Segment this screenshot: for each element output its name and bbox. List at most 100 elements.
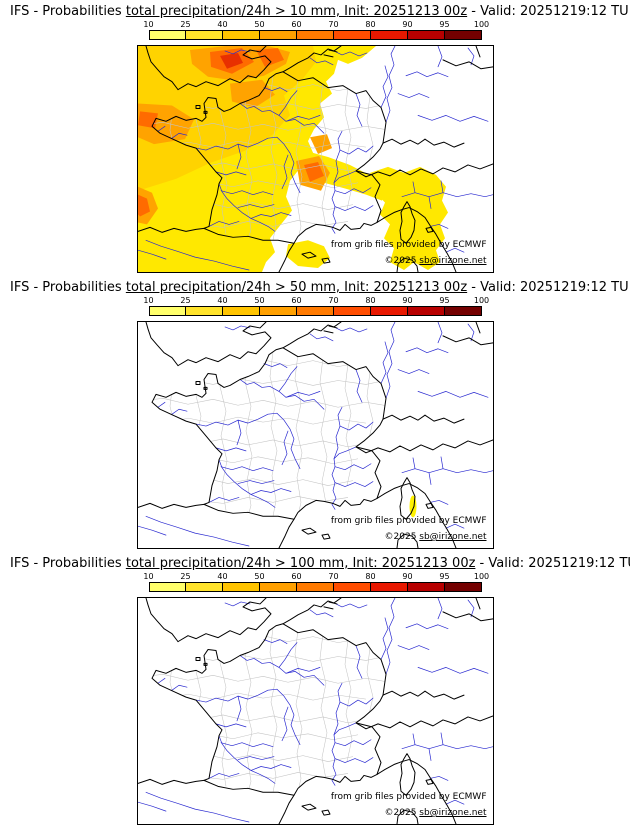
panel-title: IFS - Probabilities total precipitation/… xyxy=(0,552,630,572)
colorbar-cells xyxy=(148,30,482,40)
copyright-credit: ©2025 sb@irizone.net xyxy=(385,532,487,542)
colorbar-tick-label: 90 xyxy=(402,20,413,29)
colorbar-cell xyxy=(260,307,298,315)
colorbar-cell xyxy=(370,31,408,39)
colorbar-tick-label: 40 xyxy=(217,572,228,581)
map-svg-100mm xyxy=(138,598,493,824)
author-link[interactable]: sb@irizone.net xyxy=(419,256,487,266)
colorbar-cell xyxy=(223,307,261,315)
colorbar-cell xyxy=(149,307,187,315)
title-prefix: IFS - Probabilities xyxy=(10,4,126,19)
colorbar-tick-labels: 10 25 40 50 60 70 80 90 95 100 xyxy=(143,20,489,30)
colorbar-cell xyxy=(186,583,224,591)
title-link[interactable]: total precipitation/24h > 100 mm, Init: … xyxy=(125,556,476,571)
colorbar-tick-label: 95 xyxy=(439,20,450,29)
ecmwf-credit: from grib files provided by ECMWF xyxy=(330,792,487,802)
colorbar-tick-labels: 10 25 40 50 60 70 80 90 95 100 xyxy=(143,296,489,306)
colorbar-cell xyxy=(297,583,334,591)
colorbar-tick-label: 60 xyxy=(291,20,302,29)
colorbar-cell xyxy=(407,31,445,39)
precip-overlay-10mm xyxy=(137,46,448,272)
copyright-year: ©2025 xyxy=(384,532,420,542)
map-france-100mm: from grib files provided by ECMWF ©2025 … xyxy=(136,597,494,825)
forecast-panel-10mm: IFS - Probabilities total precipitation/… xyxy=(0,0,630,276)
forecast-panel-100mm: IFS - Probabilities total precipitation/… xyxy=(0,552,630,828)
copyright-year: ©2025 xyxy=(384,256,420,266)
colorbar-cells xyxy=(148,306,482,316)
colorbar-cell xyxy=(333,31,371,39)
colorbar-cell xyxy=(223,31,261,39)
colorbar-cell xyxy=(149,583,187,591)
title-suffix: - Valid: 20251219:12 TU xyxy=(475,556,630,571)
colorbar-tick-label: 60 xyxy=(291,296,302,305)
colorbar-cell xyxy=(444,31,481,39)
probability-colorbar: 10 25 40 50 60 70 80 90 95 100 xyxy=(143,296,489,316)
map-svg-50mm xyxy=(138,322,493,548)
colorbar-tick-label: 50 xyxy=(254,572,265,581)
copyright-credit: ©2025 sb@irizone.net xyxy=(385,256,487,266)
colorbar-tick-label: 50 xyxy=(254,296,265,305)
forecast-panel-50mm: IFS - Probabilities total precipitation/… xyxy=(0,276,630,552)
copyright-credit: ©2025 sb@irizone.net xyxy=(385,808,487,818)
colorbar-cell xyxy=(260,583,298,591)
probability-colorbar: 10 25 40 50 60 70 80 90 95 100 xyxy=(143,572,489,592)
colorbar-cell xyxy=(333,307,371,315)
colorbar-tick-label: 40 xyxy=(217,296,228,305)
author-link[interactable]: sb@irizone.net xyxy=(419,532,487,542)
colorbar-cell xyxy=(297,31,334,39)
colorbar-tick-label: 70 xyxy=(328,572,339,581)
colorbar-cell xyxy=(370,307,408,315)
colorbar-cell xyxy=(444,307,481,315)
map-svg-10mm xyxy=(137,46,493,272)
colorbar-tick-label: 95 xyxy=(439,572,450,581)
ecmwf-credit: from grib files provided by ECMWF xyxy=(330,240,487,250)
colorbar-tick-label: 10 xyxy=(143,20,154,29)
colorbar-tick-label: 80 xyxy=(365,572,376,581)
copyright-year: ©2025 xyxy=(384,808,420,818)
colorbar-cell xyxy=(223,583,261,591)
author-link[interactable]: sb@irizone.net xyxy=(419,808,487,818)
title-prefix: IFS - Probabilities xyxy=(10,556,126,571)
colorbar-tick-label: 50 xyxy=(254,20,265,29)
title-suffix: - Valid: 20251219:12 TU xyxy=(467,280,629,295)
colorbar-cell xyxy=(407,583,445,591)
colorbar-tick-label: 80 xyxy=(365,296,376,305)
colorbar-tick-label: 25 xyxy=(180,296,191,305)
colorbar-tick-label: 80 xyxy=(365,20,376,29)
colorbar-cell xyxy=(297,307,334,315)
colorbar-tick-label: 95 xyxy=(439,296,450,305)
colorbar-tick-label: 100 xyxy=(473,20,490,29)
colorbar-tick-label: 90 xyxy=(402,296,413,305)
colorbar-tick-labels: 10 25 40 50 60 70 80 90 95 100 xyxy=(143,572,489,582)
colorbar-tick-label: 100 xyxy=(473,572,490,581)
map-france-50mm: from grib files provided by ECMWF ©2025 … xyxy=(136,321,494,549)
colorbar-cell xyxy=(186,307,224,315)
colorbar-cell xyxy=(149,31,187,39)
colorbar-cell xyxy=(407,307,445,315)
colorbar-tick-label: 10 xyxy=(143,572,154,581)
colorbar-tick-label: 70 xyxy=(328,20,339,29)
colorbar-tick-label: 25 xyxy=(180,20,191,29)
probability-colorbar: 10 25 40 50 60 70 80 90 95 100 xyxy=(143,20,489,40)
title-prefix: IFS - Probabilities xyxy=(10,280,126,295)
colorbar-tick-label: 25 xyxy=(180,572,191,581)
colorbar-cell xyxy=(333,583,371,591)
colorbar-cell xyxy=(186,31,224,39)
panel-title: IFS - Probabilities total precipitation/… xyxy=(0,0,630,20)
colorbar-cells xyxy=(148,582,482,592)
title-suffix: - Valid: 20251219:12 TU xyxy=(467,4,629,19)
colorbar-cell xyxy=(370,583,408,591)
title-link[interactable]: total precipitation/24h > 50 mm, Init: 2… xyxy=(125,280,468,295)
colorbar-tick-label: 60 xyxy=(291,572,302,581)
panel-title: IFS - Probabilities total precipitation/… xyxy=(0,276,630,296)
map-france-10mm: from grib files provided by ECMWF ©2025 … xyxy=(136,45,494,273)
colorbar-tick-label: 100 xyxy=(473,296,490,305)
colorbar-cell xyxy=(444,583,481,591)
colorbar-tick-label: 70 xyxy=(328,296,339,305)
colorbar-tick-label: 40 xyxy=(217,20,228,29)
colorbar-tick-label: 10 xyxy=(143,296,154,305)
colorbar-cell xyxy=(260,31,298,39)
title-link[interactable]: total precipitation/24h > 10 mm, Init: 2… xyxy=(125,4,468,19)
colorbar-tick-label: 90 xyxy=(402,572,413,581)
ecmwf-credit: from grib files provided by ECMWF xyxy=(330,516,487,526)
